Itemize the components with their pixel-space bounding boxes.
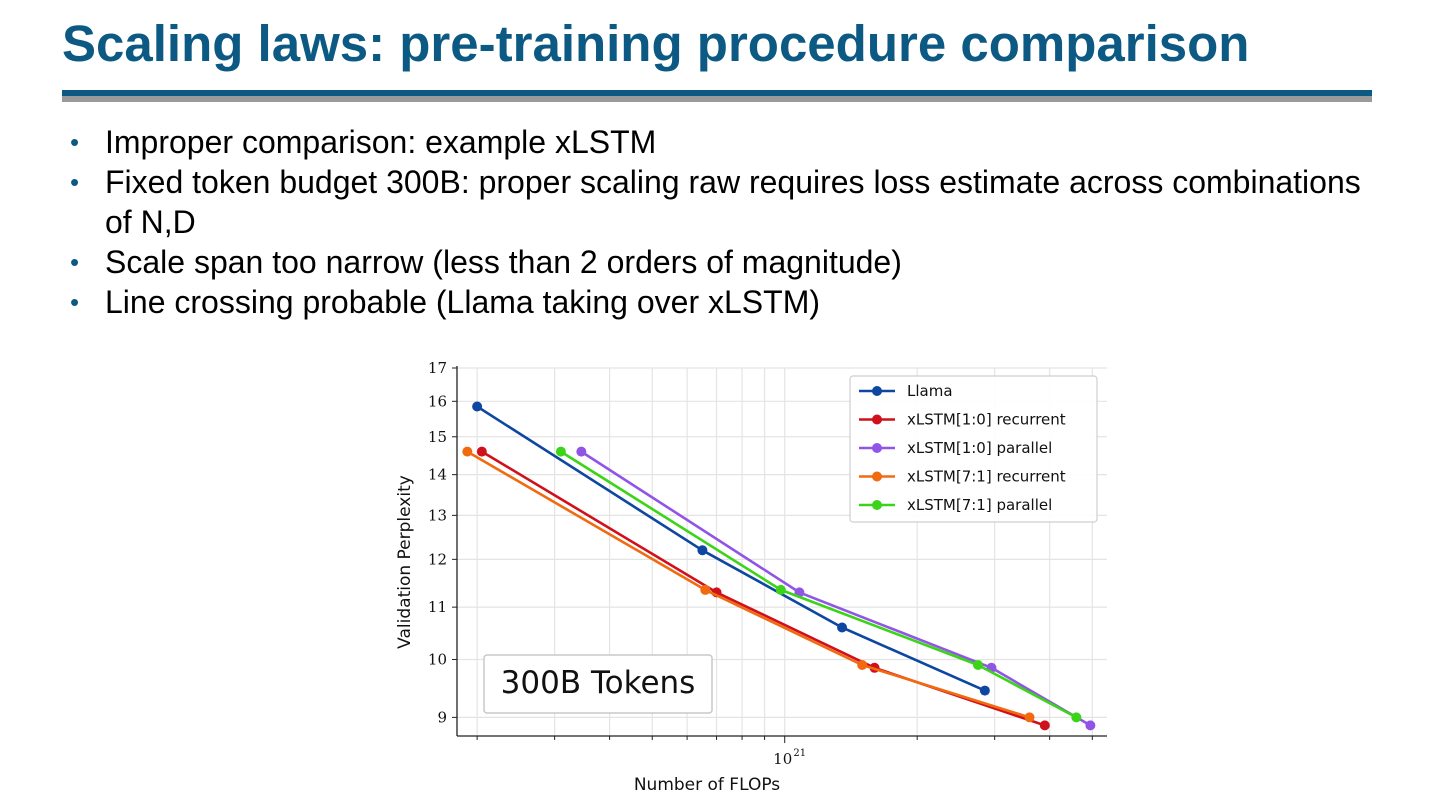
series-line: [560, 450, 1078, 719]
series-layer: [462, 401, 1096, 731]
data-point: [555, 446, 566, 457]
legend-swatch-marker: [872, 414, 882, 425]
y-tick-label: 13: [428, 506, 447, 524]
bullet-list: • Improper comparison: example xLSTM • Fix…: [70, 122, 1370, 322]
annotation-box: [483, 654, 713, 714]
y-tick-label: 10: [428, 650, 447, 668]
bullet-item: • Fixed token budget 300B: proper scaling…: [70, 162, 1370, 242]
bullet-text: Line crossing probable (Llama taking ove…: [105, 284, 820, 320]
legend: Llama xLSTM[1:0] recurrent xLSTM[1:0] para…: [849, 375, 1098, 523]
bullet-dot: •: [70, 167, 80, 197]
y-tick-label: 9: [437, 708, 447, 726]
legend-box: [849, 375, 1098, 523]
series-line: [580, 450, 1092, 727]
bullet-item: • Line crossing probable (Llama taking ov…: [70, 282, 1370, 322]
y-tick-label: 15: [428, 428, 447, 446]
data-point: [700, 584, 711, 595]
y-tick-label: 17: [428, 359, 447, 377]
legend-label: xLSTM[1:0] recurrent: [907, 411, 1066, 429]
y-axis-label: Validation Perplexity: [395, 475, 415, 649]
data-point: [1024, 712, 1035, 723]
data-point: [576, 446, 587, 457]
data-point: [697, 545, 708, 556]
series-line: [476, 405, 986, 692]
bullet-text: Scale span too narrow (less than 2 order…: [105, 244, 902, 280]
y-tick-label: 12: [428, 550, 447, 568]
bullet-item: • Scale span too narrow (less than 2 orde…: [70, 242, 1370, 282]
data-point: [837, 622, 848, 633]
bullet-dot: •: [70, 247, 80, 277]
data-point: [857, 660, 868, 671]
x-axis-label: Number of FLOPs: [634, 775, 780, 795]
annotation-layer: 300B Tokens: [483, 654, 713, 714]
legend-label: xLSTM[7:1] parallel: [907, 496, 1052, 514]
bullet-text: Improper comparison: example xLSTM: [105, 124, 657, 160]
data-point: [462, 446, 473, 457]
title-rule-primary: [62, 90, 1372, 96]
y-tick-label: 14: [428, 466, 447, 484]
data-point: [775, 584, 786, 595]
legend-label: xLSTM[1:0] parallel: [907, 439, 1052, 457]
legend-swatch-marker: [872, 471, 882, 482]
data-point: [476, 446, 487, 457]
data-point: [979, 685, 990, 696]
slide-title: Scaling laws: pre-training procedure com…: [62, 15, 1250, 72]
data-point: [472, 401, 483, 412]
y-tick-label: 16: [428, 392, 447, 410]
bullet-dot: •: [70, 127, 80, 157]
legend-label: Llama: [907, 382, 953, 400]
data-point: [1039, 720, 1050, 731]
x-tick-label: 10: [773, 750, 792, 768]
legend-label: xLSTM[7:1] recurrent: [907, 468, 1066, 486]
x-tick-label-exponent: 21: [793, 748, 806, 759]
chart-container: 9 10 11 12 13 14 15 16 17 10 21 Number of FLOPs Vali…: [380, 350, 1120, 805]
annotation-label: 300B Tokens: [501, 665, 696, 701]
legend-swatch-marker: [872, 386, 882, 396]
bullet-dot: •: [70, 287, 80, 317]
legend-swatch-marker: [872, 500, 882, 510]
bullet-item: • Improper comparison: example xLSTM: [70, 122, 1370, 162]
data-point: [1071, 712, 1082, 723]
y-tick-label: 11: [428, 598, 447, 616]
series-line: [466, 450, 1030, 719]
bullet-text: Fixed token budget 300B: proper scaling …: [105, 164, 1361, 240]
data-point: [1085, 720, 1096, 731]
data-point: [973, 660, 984, 671]
title-rule-secondary: [62, 96, 1372, 102]
legend-swatch-marker: [872, 443, 882, 453]
